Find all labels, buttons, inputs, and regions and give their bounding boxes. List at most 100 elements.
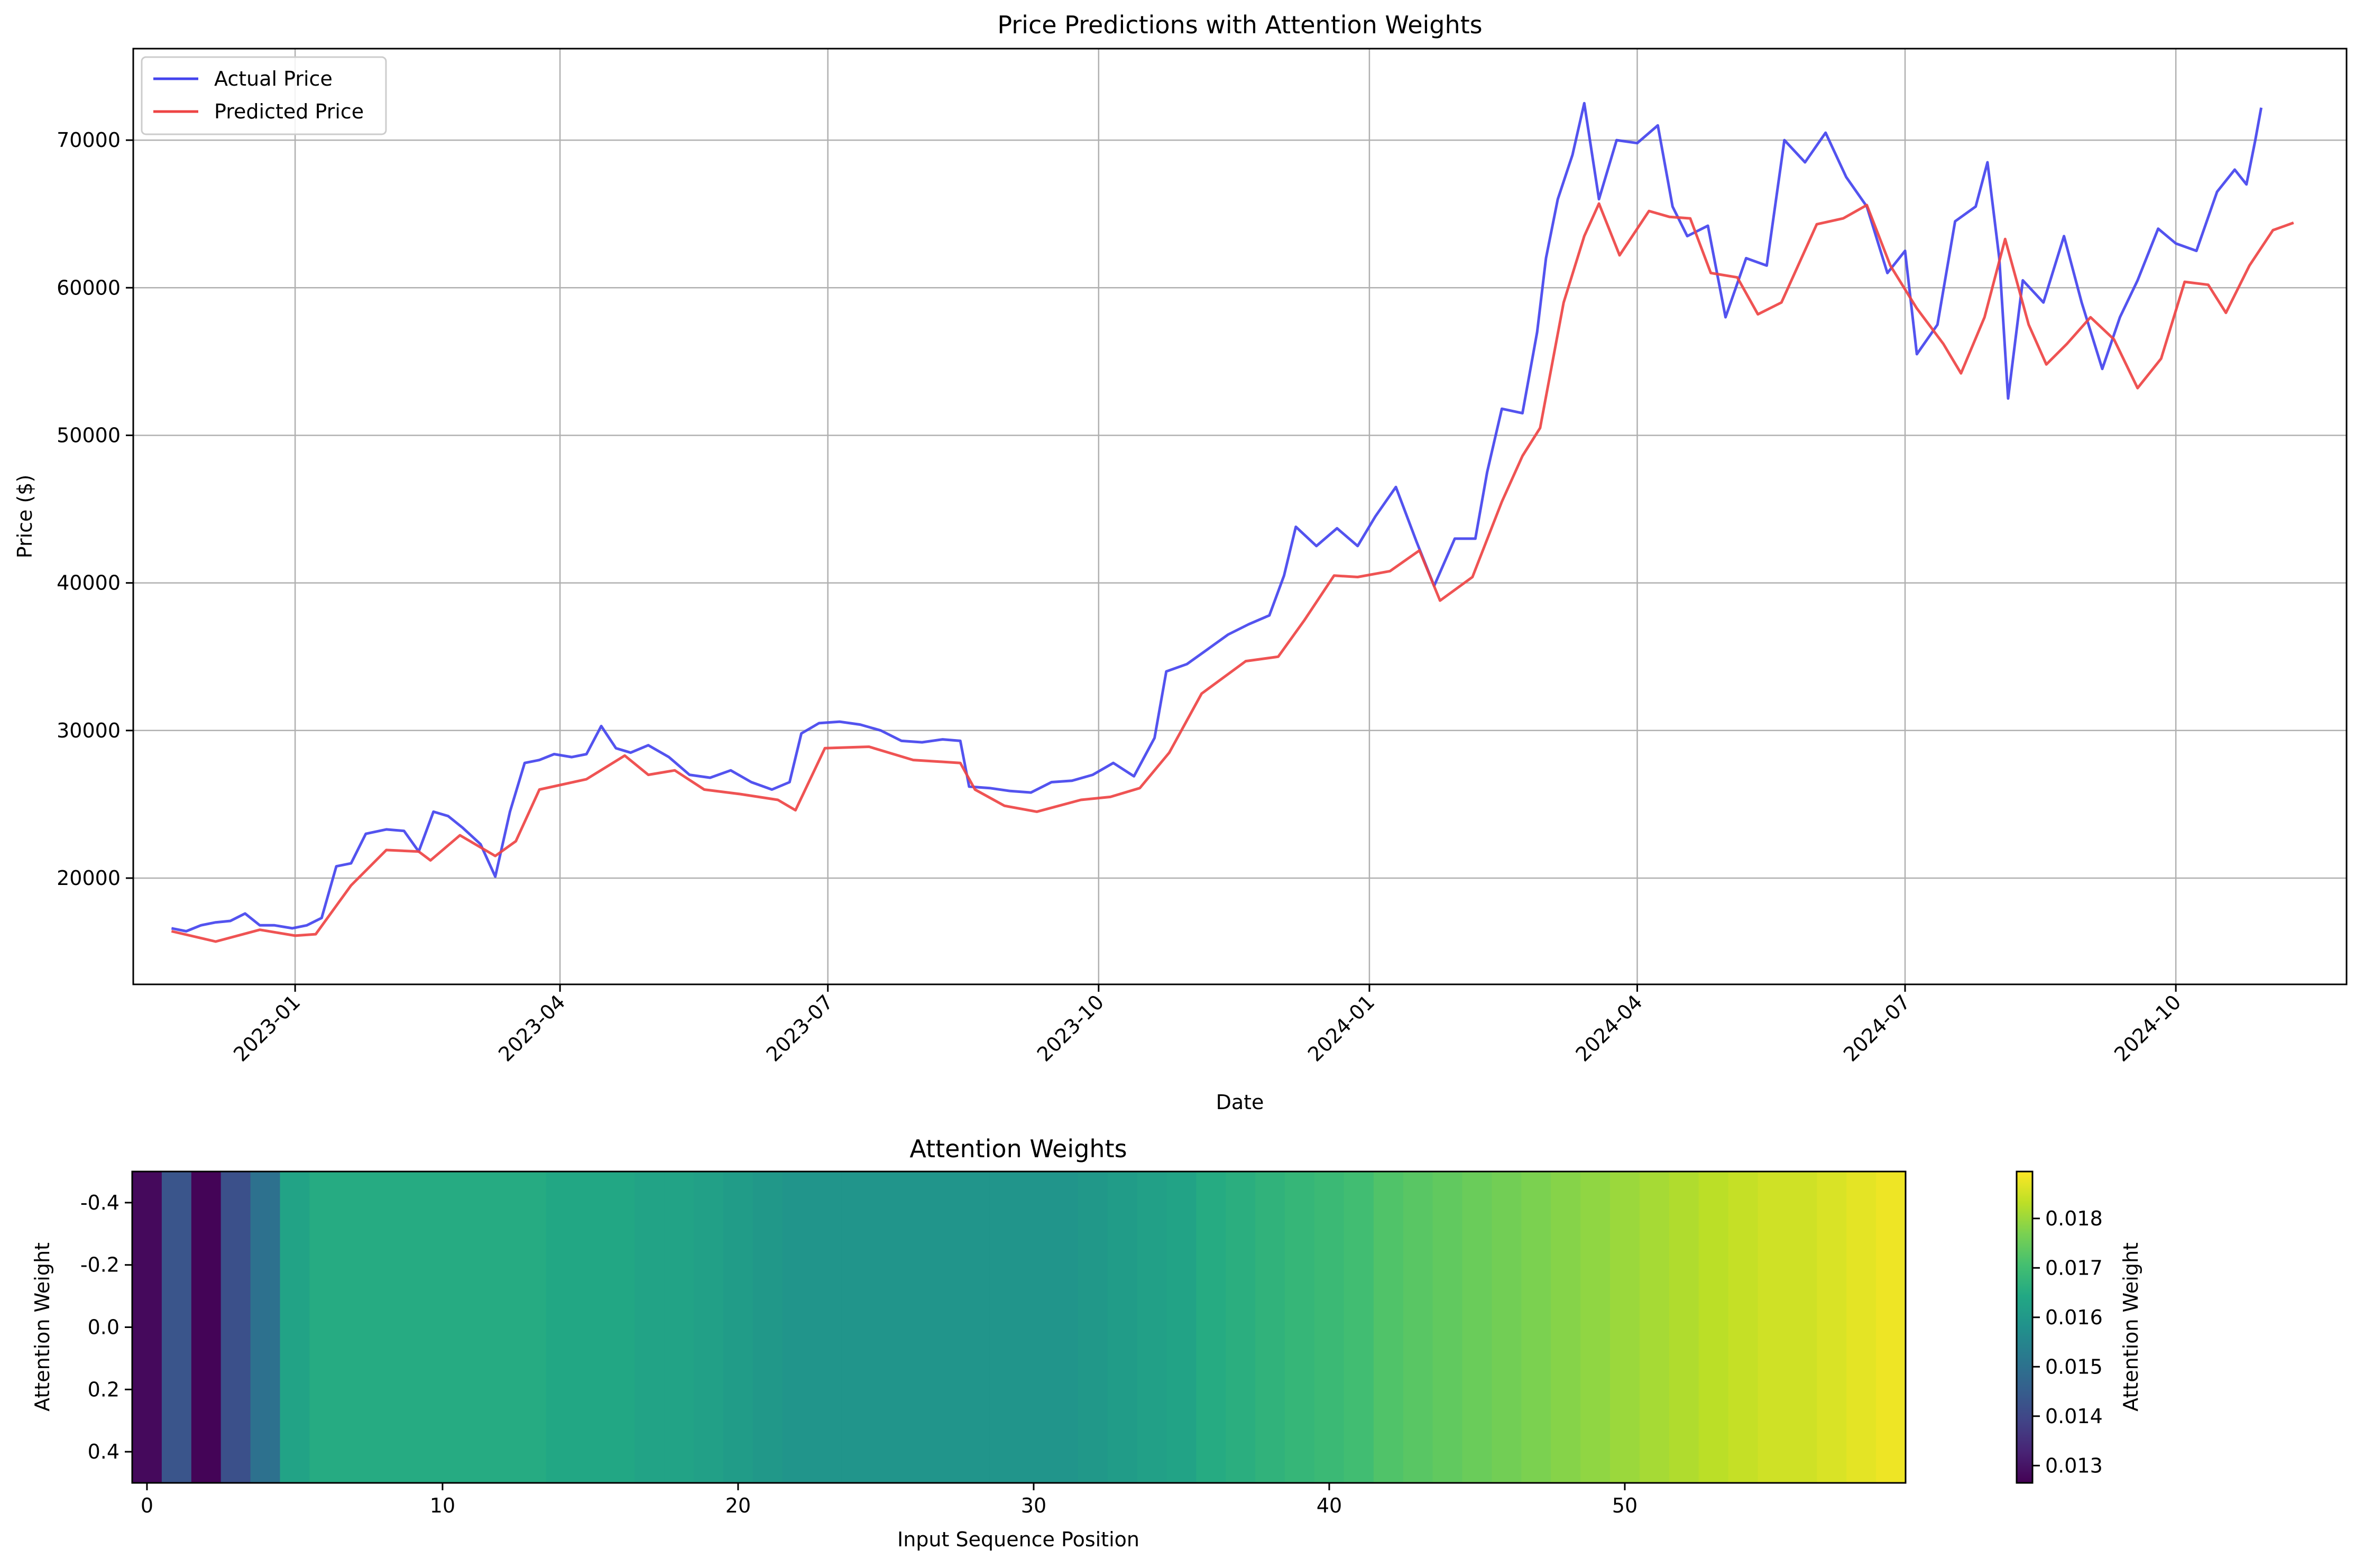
heatmap-cell: [841, 1172, 872, 1483]
heatmap-cell: [1078, 1172, 1108, 1483]
heatmap-cell: [220, 1172, 251, 1483]
heatmap-cell: [1492, 1172, 1522, 1483]
heatmap-cell: [1462, 1172, 1493, 1483]
heatmap-cell: [812, 1172, 842, 1483]
colorbar-ticks: 0.013 0.014 0.015 0.016 0.017 0.018: [2032, 1207, 2103, 1477]
heatmap-cell: [723, 1172, 753, 1483]
heatmap-x-tick-label: 20: [725, 1494, 751, 1517]
heatmap-cell: [309, 1172, 340, 1483]
heatmap-cell: [398, 1172, 428, 1483]
price-chart-grid: [133, 49, 2347, 984]
heatmap-cell: [1226, 1172, 1256, 1483]
heatmap-x-ticks: 0 10 20 30 40 50: [141, 1483, 1638, 1517]
heatmap-cell: [575, 1172, 606, 1483]
heatmap-y-tick-label: 0.2: [88, 1378, 119, 1401]
heatmap-cell: [1669, 1172, 1699, 1483]
heatmap-y-tick-label: -0.4: [80, 1191, 119, 1214]
heatmap-cell: [1166, 1172, 1197, 1483]
heatmap-y-tick-label: 0.4: [88, 1440, 119, 1463]
heatmap-x-tick-label: 10: [430, 1494, 455, 1517]
price-chart-x-label: Date: [1216, 1091, 1264, 1114]
heatmap-cell: [428, 1172, 458, 1483]
x-tick-label: 2023-07: [762, 990, 838, 1066]
heatmap-cell: [369, 1172, 399, 1483]
heatmap-cell: [546, 1172, 576, 1483]
heatmap-cell: [1314, 1172, 1345, 1483]
heatmap-cells: [132, 1172, 1906, 1483]
colorbar-tick-label: 0.016: [2045, 1306, 2103, 1329]
heatmap-cell: [280, 1172, 310, 1483]
colorbar-label: Attention Weight: [2119, 1242, 2142, 1412]
heatmap-cell: [900, 1172, 931, 1483]
price-chart: Price Predictions with Attention Weights…: [13, 11, 2348, 1114]
colorbar-tick-label: 0.015: [2045, 1355, 2103, 1378]
heatmap-y-label: Attention Weight: [31, 1242, 54, 1412]
heatmap-cell: [516, 1172, 547, 1483]
heatmap-cell: [1344, 1172, 1374, 1483]
heatmap-cell: [1019, 1172, 1049, 1483]
heatmap-cell: [457, 1172, 487, 1483]
x-tick-label: 2024-07: [1839, 990, 1915, 1066]
heatmap-cell: [634, 1172, 665, 1483]
price-chart-series: [171, 102, 2294, 943]
heatmap-cell: [1403, 1172, 1433, 1483]
heatmap-cell: [191, 1172, 222, 1483]
heatmap-cell: [1432, 1172, 1463, 1483]
heatmap-cell: [1521, 1172, 1551, 1483]
series-line-actual-price: [171, 102, 2263, 933]
heatmap-cell: [1551, 1172, 1581, 1483]
heatmap-cell: [1196, 1172, 1227, 1483]
legend-box: [141, 56, 387, 135]
series-line-predicted-price: [171, 202, 2294, 943]
attention-heatmap: Attention Weights 0 10 20 30 40 50 -0.4 -0.2 0.…: [31, 1135, 1907, 1551]
heatmap-cell: [605, 1172, 636, 1483]
colorbar-tick-label: 0.017: [2045, 1256, 2103, 1279]
heatmap-y-tick-label: -0.2: [80, 1253, 119, 1277]
legend-label-actual: Actual Price: [214, 67, 333, 90]
heatmap-cell: [339, 1172, 369, 1483]
x-tick-label: 2023-10: [1033, 990, 1108, 1066]
heatmap-cell: [1698, 1172, 1729, 1483]
heatmap-cell: [782, 1172, 813, 1483]
heatmap-title: Attention Weights: [909, 1135, 1127, 1163]
colorbar-tick-label: 0.018: [2045, 1207, 2103, 1230]
x-tick-label: 2024-01: [1303, 990, 1379, 1066]
heatmap-cell: [1876, 1172, 1906, 1483]
colorbar-tick-label: 0.013: [2045, 1454, 2103, 1477]
price-chart-title: Price Predictions with Attention Weights: [997, 11, 1482, 39]
heatmap-cell: [694, 1172, 724, 1483]
heatmap-cell: [1137, 1172, 1167, 1483]
colorbar-gradient: [2016, 1170, 2034, 1484]
price-chart-y-label: Price ($): [13, 475, 36, 559]
heatmap-x-tick-label: 40: [1317, 1494, 1342, 1517]
heatmap-cell: [1610, 1172, 1640, 1483]
price-chart-x-ticks: 2023-01 2023-04 2023-07 2023-10 2024-01 2024-…: [229, 984, 2186, 1066]
heatmap-cell: [871, 1172, 902, 1483]
heatmap-cell: [1787, 1172, 1818, 1483]
heatmap-cell: [1728, 1172, 1759, 1483]
x-tick-label: 2023-04: [494, 990, 569, 1066]
heatmap-cell: [664, 1172, 694, 1483]
y-tick-label: 60000: [57, 276, 121, 299]
heatmap-cell: [930, 1172, 960, 1483]
heatmap-x-tick-label: 0: [141, 1494, 153, 1517]
heatmap-cell: [486, 1172, 517, 1483]
heatmap-cell: [989, 1172, 1019, 1483]
price-chart-legend: Actual Price Predicted Price: [141, 56, 387, 135]
price-chart-y-ticks: 20000 30000 40000 50000 60000 70000: [57, 128, 133, 890]
heatmap-cell: [1255, 1172, 1285, 1483]
x-tick-label: 2023-01: [229, 990, 305, 1066]
y-tick-label: 20000: [57, 866, 121, 890]
x-tick-label: 2024-04: [1571, 990, 1646, 1066]
heatmap-cell: [132, 1172, 162, 1483]
y-tick-label: 30000: [57, 719, 121, 742]
price-chart-frame: [132, 48, 2348, 985]
legend-label-predicted: Predicted Price: [214, 100, 364, 123]
heatmap-y-tick-label: 0.0: [88, 1316, 119, 1339]
heatmap-x-label: Input Sequence Position: [897, 1528, 1139, 1551]
heatmap-cell: [1639, 1172, 1670, 1483]
heatmap-y-ticks: -0.4 -0.2 0.0 0.2 0.4: [80, 1191, 132, 1463]
heatmap-cell: [1846, 1172, 1877, 1483]
heatmap-cell: [752, 1172, 783, 1483]
